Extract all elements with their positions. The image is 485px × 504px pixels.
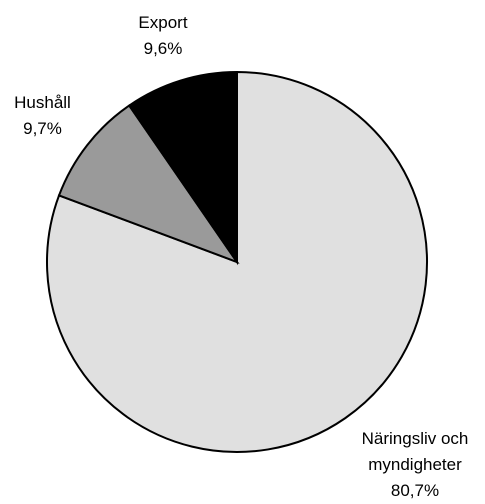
slice-name: Export	[138, 13, 188, 32]
slice-value: 9,6%	[143, 39, 183, 58]
pie-slice	[57, 104, 240, 265]
slice-label: Näringsliv och myndigheter 80,7%	[345, 426, 485, 504]
slice-name: Näringsliv och myndigheter	[361, 429, 469, 474]
slice-label: Export 9,6%	[118, 10, 208, 62]
slice-value: 80,7%	[390, 481, 440, 500]
slice-label: Hushåll 9,7%	[0, 90, 85, 142]
slice-name: Hushåll	[14, 93, 71, 112]
slice-value: 9,7%	[23, 119, 62, 138]
pie-slice	[127, 70, 238, 266]
